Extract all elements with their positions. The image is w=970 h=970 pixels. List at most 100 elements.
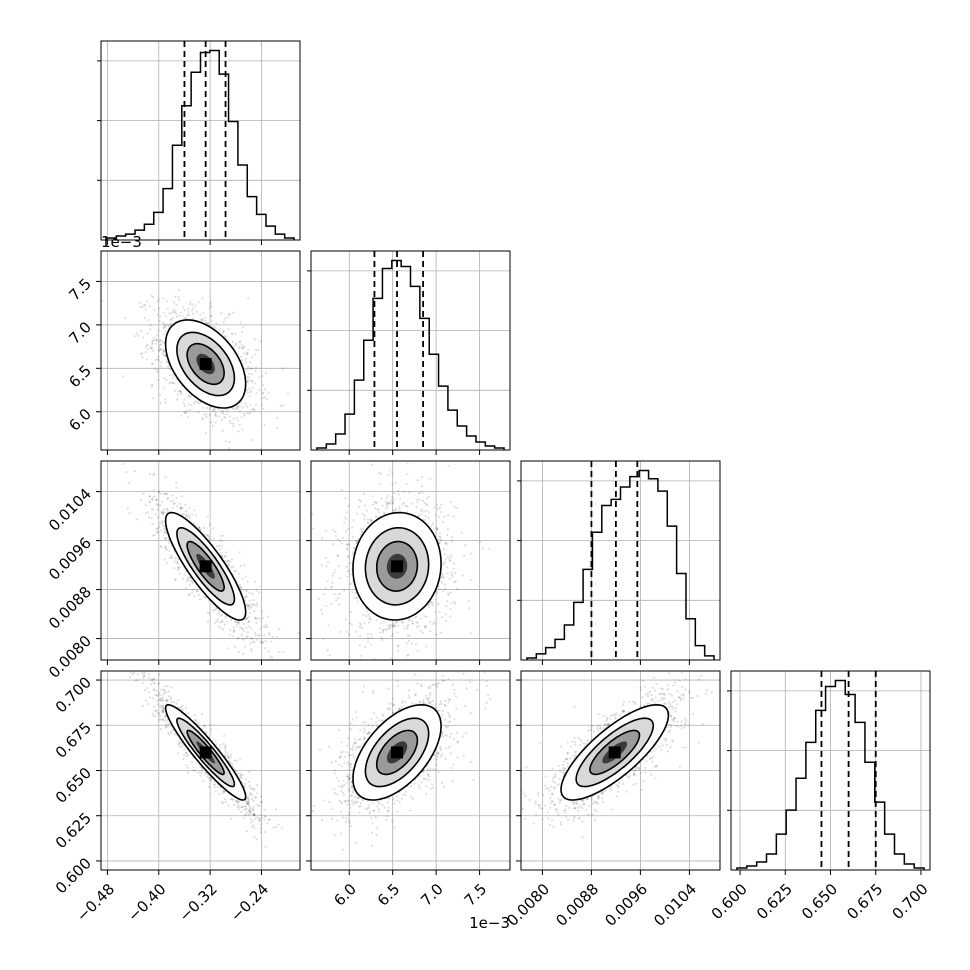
scatter-point xyxy=(128,511,131,515)
scatter-point xyxy=(317,597,321,601)
scatter-point xyxy=(166,508,169,511)
scatter-point xyxy=(261,610,264,613)
scatter-point xyxy=(239,340,242,343)
scatter-point xyxy=(175,486,178,489)
scatter-point xyxy=(367,621,371,624)
scatter-point xyxy=(185,411,188,414)
scatter-point xyxy=(213,407,216,410)
scatter-point xyxy=(253,827,256,830)
scatter-point xyxy=(246,580,249,583)
scatter-point xyxy=(358,625,361,628)
scatter-point xyxy=(208,612,211,615)
scatter-point xyxy=(216,618,219,621)
scatter-point xyxy=(453,580,456,584)
scatter-point xyxy=(367,637,370,640)
scatter-point xyxy=(312,527,315,530)
scatter-point xyxy=(330,602,333,605)
scatter-point xyxy=(331,528,334,531)
scatter-point xyxy=(171,381,174,384)
scatter-point xyxy=(160,688,163,691)
scatter-point xyxy=(219,552,222,555)
scatter-point xyxy=(180,705,183,708)
scatter-point xyxy=(160,545,163,549)
scatter-point xyxy=(410,619,413,622)
scatter-point xyxy=(247,297,250,300)
scatter-point xyxy=(157,379,160,382)
scatter-point xyxy=(214,790,217,793)
scatter-point xyxy=(247,801,250,804)
scatter-point xyxy=(177,565,180,569)
scatter-point xyxy=(219,748,222,751)
scatter-point xyxy=(139,329,143,333)
scatter-point xyxy=(191,317,195,320)
scatter-point xyxy=(235,570,238,573)
scatter-point xyxy=(160,521,163,525)
scatter-point xyxy=(394,624,397,628)
scatter-point xyxy=(177,568,180,571)
scatter-point xyxy=(434,611,437,614)
scatter-point xyxy=(381,629,385,632)
scatter-point xyxy=(162,707,165,710)
scatter-point xyxy=(261,404,264,407)
scatter-point xyxy=(226,560,229,563)
scatter-point xyxy=(188,584,191,587)
scatter-point xyxy=(152,496,155,499)
scatter-point xyxy=(157,355,160,358)
scatter-point xyxy=(420,485,423,488)
scatter-point xyxy=(227,563,230,566)
scatter-point xyxy=(210,315,213,318)
scatter-point xyxy=(448,558,451,562)
scatter-point xyxy=(165,323,168,326)
scatter-point xyxy=(199,528,202,532)
scatter-point xyxy=(170,318,173,321)
scatter-point xyxy=(425,684,427,686)
scatter-point xyxy=(165,507,168,511)
scatter-point xyxy=(229,560,232,563)
scatter-point xyxy=(245,590,248,593)
scatter-point xyxy=(186,409,189,412)
scatter-point xyxy=(258,617,261,620)
scatter-point xyxy=(265,623,268,626)
scatter-point xyxy=(250,603,253,606)
scatter-point xyxy=(434,527,437,530)
scatter-point xyxy=(174,557,177,560)
scatter-point xyxy=(218,415,221,418)
scatter-point xyxy=(424,625,427,628)
scatter-point xyxy=(228,419,231,422)
scatter-point xyxy=(429,630,432,633)
scatter-point xyxy=(178,299,181,302)
scatter-point xyxy=(143,689,146,692)
scatter-point xyxy=(161,353,164,356)
scatter-point xyxy=(164,726,167,729)
scatter-point xyxy=(468,607,471,610)
scatter-point xyxy=(363,622,366,625)
scatter-point xyxy=(346,575,349,579)
scatter-point xyxy=(166,307,169,310)
scatter-point xyxy=(203,413,206,416)
scatter-point xyxy=(150,385,154,388)
scatter-point xyxy=(452,515,455,518)
scatter-point xyxy=(406,462,409,465)
scatter-point xyxy=(436,528,439,531)
scatter-point xyxy=(324,557,327,560)
scatter-point xyxy=(191,309,194,312)
scatter-point xyxy=(352,551,355,554)
scatter-point xyxy=(164,545,167,548)
panel-1-0 xyxy=(96,250,301,455)
scatter-point xyxy=(186,416,189,419)
scatter-point xyxy=(257,591,261,594)
scatter-point xyxy=(255,403,258,406)
scatter-point xyxy=(397,644,400,648)
scatter-point xyxy=(438,542,441,545)
scatter-point xyxy=(165,300,169,303)
scatter-point xyxy=(355,542,358,545)
scatter-point xyxy=(223,790,226,793)
scatter-point xyxy=(181,743,184,747)
scatter-point xyxy=(244,402,247,405)
scatter-point xyxy=(212,325,216,328)
scatter-point xyxy=(253,382,257,385)
scatter-point xyxy=(302,603,304,605)
scatter-point xyxy=(163,531,166,534)
scatter-point xyxy=(320,564,324,567)
scatter-point xyxy=(151,362,154,365)
